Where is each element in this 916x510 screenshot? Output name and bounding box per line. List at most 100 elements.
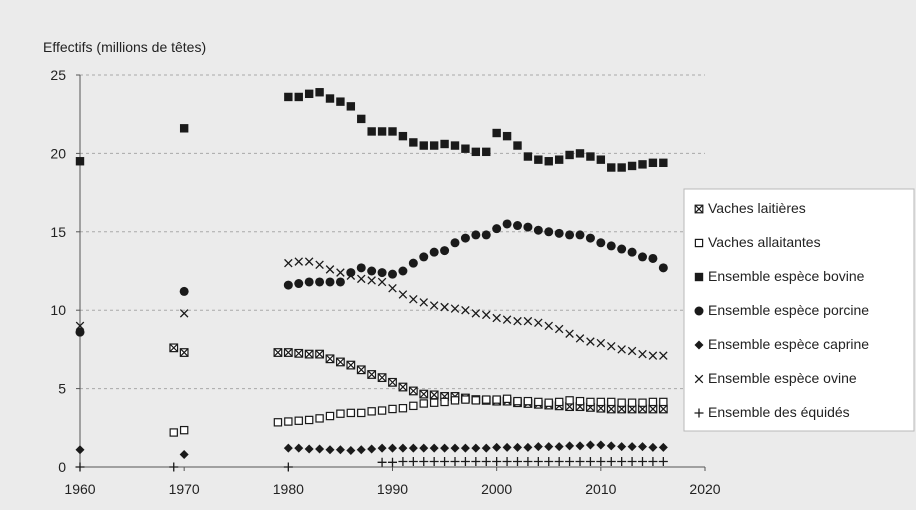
data-point xyxy=(502,131,512,141)
data-point xyxy=(544,398,553,407)
data-point xyxy=(335,445,345,455)
data-point xyxy=(325,277,335,287)
series-1 xyxy=(169,394,668,437)
data-point xyxy=(575,457,585,467)
data-point xyxy=(283,462,293,472)
data-point xyxy=(419,389,429,399)
data-point xyxy=(294,348,304,358)
data-point xyxy=(284,258,293,268)
data-point xyxy=(533,225,543,235)
data-point xyxy=(440,443,450,453)
data-point xyxy=(367,444,377,454)
legend-label-4: Ensemble espèce caprine xyxy=(708,336,869,352)
legend-label-6: Ensemble des équidés xyxy=(708,404,850,420)
data-point xyxy=(492,442,502,452)
data-point xyxy=(357,408,366,418)
data-point xyxy=(325,445,335,455)
data-point xyxy=(315,349,324,359)
data-point xyxy=(419,252,429,262)
data-point xyxy=(356,445,366,455)
series-4 xyxy=(75,440,668,459)
data-point xyxy=(513,396,522,406)
data-point xyxy=(554,324,564,334)
data-point xyxy=(523,457,533,467)
data-point xyxy=(335,277,345,287)
data-point xyxy=(315,88,324,97)
data-point xyxy=(544,321,554,331)
data-point xyxy=(544,157,553,166)
data-point xyxy=(534,318,543,328)
data-point xyxy=(273,348,283,357)
data-point xyxy=(461,305,470,315)
data-point xyxy=(523,222,533,232)
data-point xyxy=(638,457,647,467)
data-point xyxy=(283,280,293,290)
x-tick-labels: 1960 1970 1980 1990 2000 2010 2020 xyxy=(64,481,720,497)
data-point xyxy=(585,457,595,467)
data-point xyxy=(408,443,418,453)
legend-marker-5 xyxy=(694,374,704,384)
data-point xyxy=(638,442,647,452)
data-point xyxy=(606,404,616,414)
data-point xyxy=(627,247,637,257)
data-point xyxy=(388,283,397,293)
data-point xyxy=(544,457,554,467)
data-point xyxy=(356,274,366,284)
data-point xyxy=(575,230,585,240)
data-point xyxy=(513,442,522,452)
data-point xyxy=(388,127,397,136)
data-point xyxy=(502,315,512,324)
data-point xyxy=(460,233,470,243)
data-point xyxy=(429,141,439,150)
data-point xyxy=(575,334,585,343)
data-point xyxy=(304,415,314,425)
data-point xyxy=(367,370,377,379)
data-point xyxy=(304,349,314,359)
data-point xyxy=(356,263,366,273)
data-point xyxy=(617,163,626,172)
data-point xyxy=(284,92,293,102)
data-point xyxy=(377,277,387,287)
data-point xyxy=(471,230,481,240)
data-point xyxy=(648,158,658,168)
data-point xyxy=(377,373,387,383)
data-point xyxy=(460,457,470,467)
data-point xyxy=(388,457,397,467)
y-tick-25: 25 xyxy=(50,67,66,83)
legend-marker-1 xyxy=(694,238,704,248)
data-point xyxy=(606,241,616,251)
data-point xyxy=(575,441,585,451)
data-point xyxy=(648,397,658,407)
data-point xyxy=(325,411,335,421)
data-point xyxy=(440,397,449,407)
data-point xyxy=(336,357,345,367)
data-point xyxy=(606,441,616,451)
data-point xyxy=(481,457,491,467)
data-point xyxy=(533,442,543,452)
data-point xyxy=(179,449,189,459)
data-point xyxy=(586,337,595,346)
data-point xyxy=(377,127,387,136)
data-points xyxy=(75,88,668,472)
data-point xyxy=(398,290,408,299)
data-point xyxy=(367,276,376,285)
data-point xyxy=(377,268,387,278)
data-point xyxy=(492,457,502,467)
data-point xyxy=(294,416,303,425)
data-point xyxy=(658,457,668,467)
legend-marker-2 xyxy=(694,272,704,282)
data-point xyxy=(357,114,366,124)
data-point xyxy=(356,365,366,375)
data-point xyxy=(659,397,668,407)
data-point xyxy=(377,457,387,467)
data-point xyxy=(513,457,522,467)
data-point xyxy=(440,139,449,149)
data-point xyxy=(179,425,189,435)
data-point xyxy=(367,127,376,136)
x-tick-2000: 2000 xyxy=(481,481,512,497)
data-point xyxy=(398,404,408,413)
data-point xyxy=(398,457,408,467)
data-point xyxy=(492,395,501,404)
data-point xyxy=(586,152,595,161)
